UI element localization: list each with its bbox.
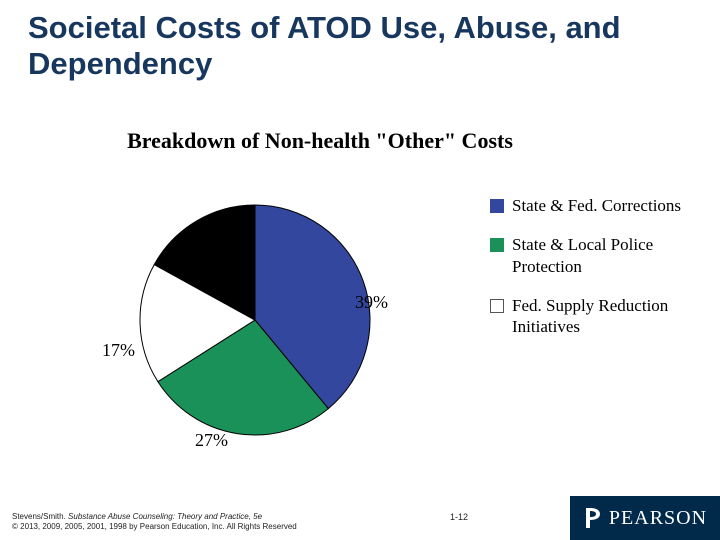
legend-item: Fed. Supply Reduction Initiatives xyxy=(490,295,695,338)
legend-swatch-icon xyxy=(490,299,504,313)
legend-label: State & Local Police Protection xyxy=(512,234,695,277)
legend-label: Fed. Supply Reduction Initiatives xyxy=(512,295,695,338)
legend-swatch-icon xyxy=(490,199,504,213)
page-title: Societal Costs of ATOD Use, Abuse, and D… xyxy=(28,10,692,81)
footer-copyright: © 2013, 2009, 2005, 2001, 1998 by Pearso… xyxy=(12,522,297,531)
brand-logo: PEARSON xyxy=(570,496,720,540)
footer-author: Stevens/Smith. xyxy=(12,512,68,521)
pie-data-label: 27% xyxy=(195,430,228,451)
chart-title: Breakdown of Non-health "Other" Costs xyxy=(110,128,530,154)
pearson-p-icon xyxy=(583,506,603,530)
footer-page-number: 1-12 xyxy=(450,512,468,522)
footer-citation: Stevens/Smith. Substance Abuse Counselin… xyxy=(12,512,297,532)
slide: Societal Costs of ATOD Use, Abuse, and D… xyxy=(0,0,720,540)
legend-swatch-icon xyxy=(490,238,504,252)
legend-item: State & Fed. Corrections xyxy=(490,195,695,216)
legend: State & Fed. Corrections State & Local Po… xyxy=(490,195,695,355)
footer: Stevens/Smith. Substance Abuse Counselin… xyxy=(0,496,720,540)
pie-data-label: 17% xyxy=(102,340,135,361)
pie-data-label: 39% xyxy=(355,292,388,313)
brand-text: PEARSON xyxy=(609,507,707,530)
legend-item: State & Local Police Protection xyxy=(490,234,695,277)
legend-label: State & Fed. Corrections xyxy=(512,195,681,216)
pie-svg xyxy=(135,200,375,440)
footer-book-title: Substance Abuse Counseling: Theory and P… xyxy=(68,512,262,521)
pie-chart xyxy=(135,200,375,440)
